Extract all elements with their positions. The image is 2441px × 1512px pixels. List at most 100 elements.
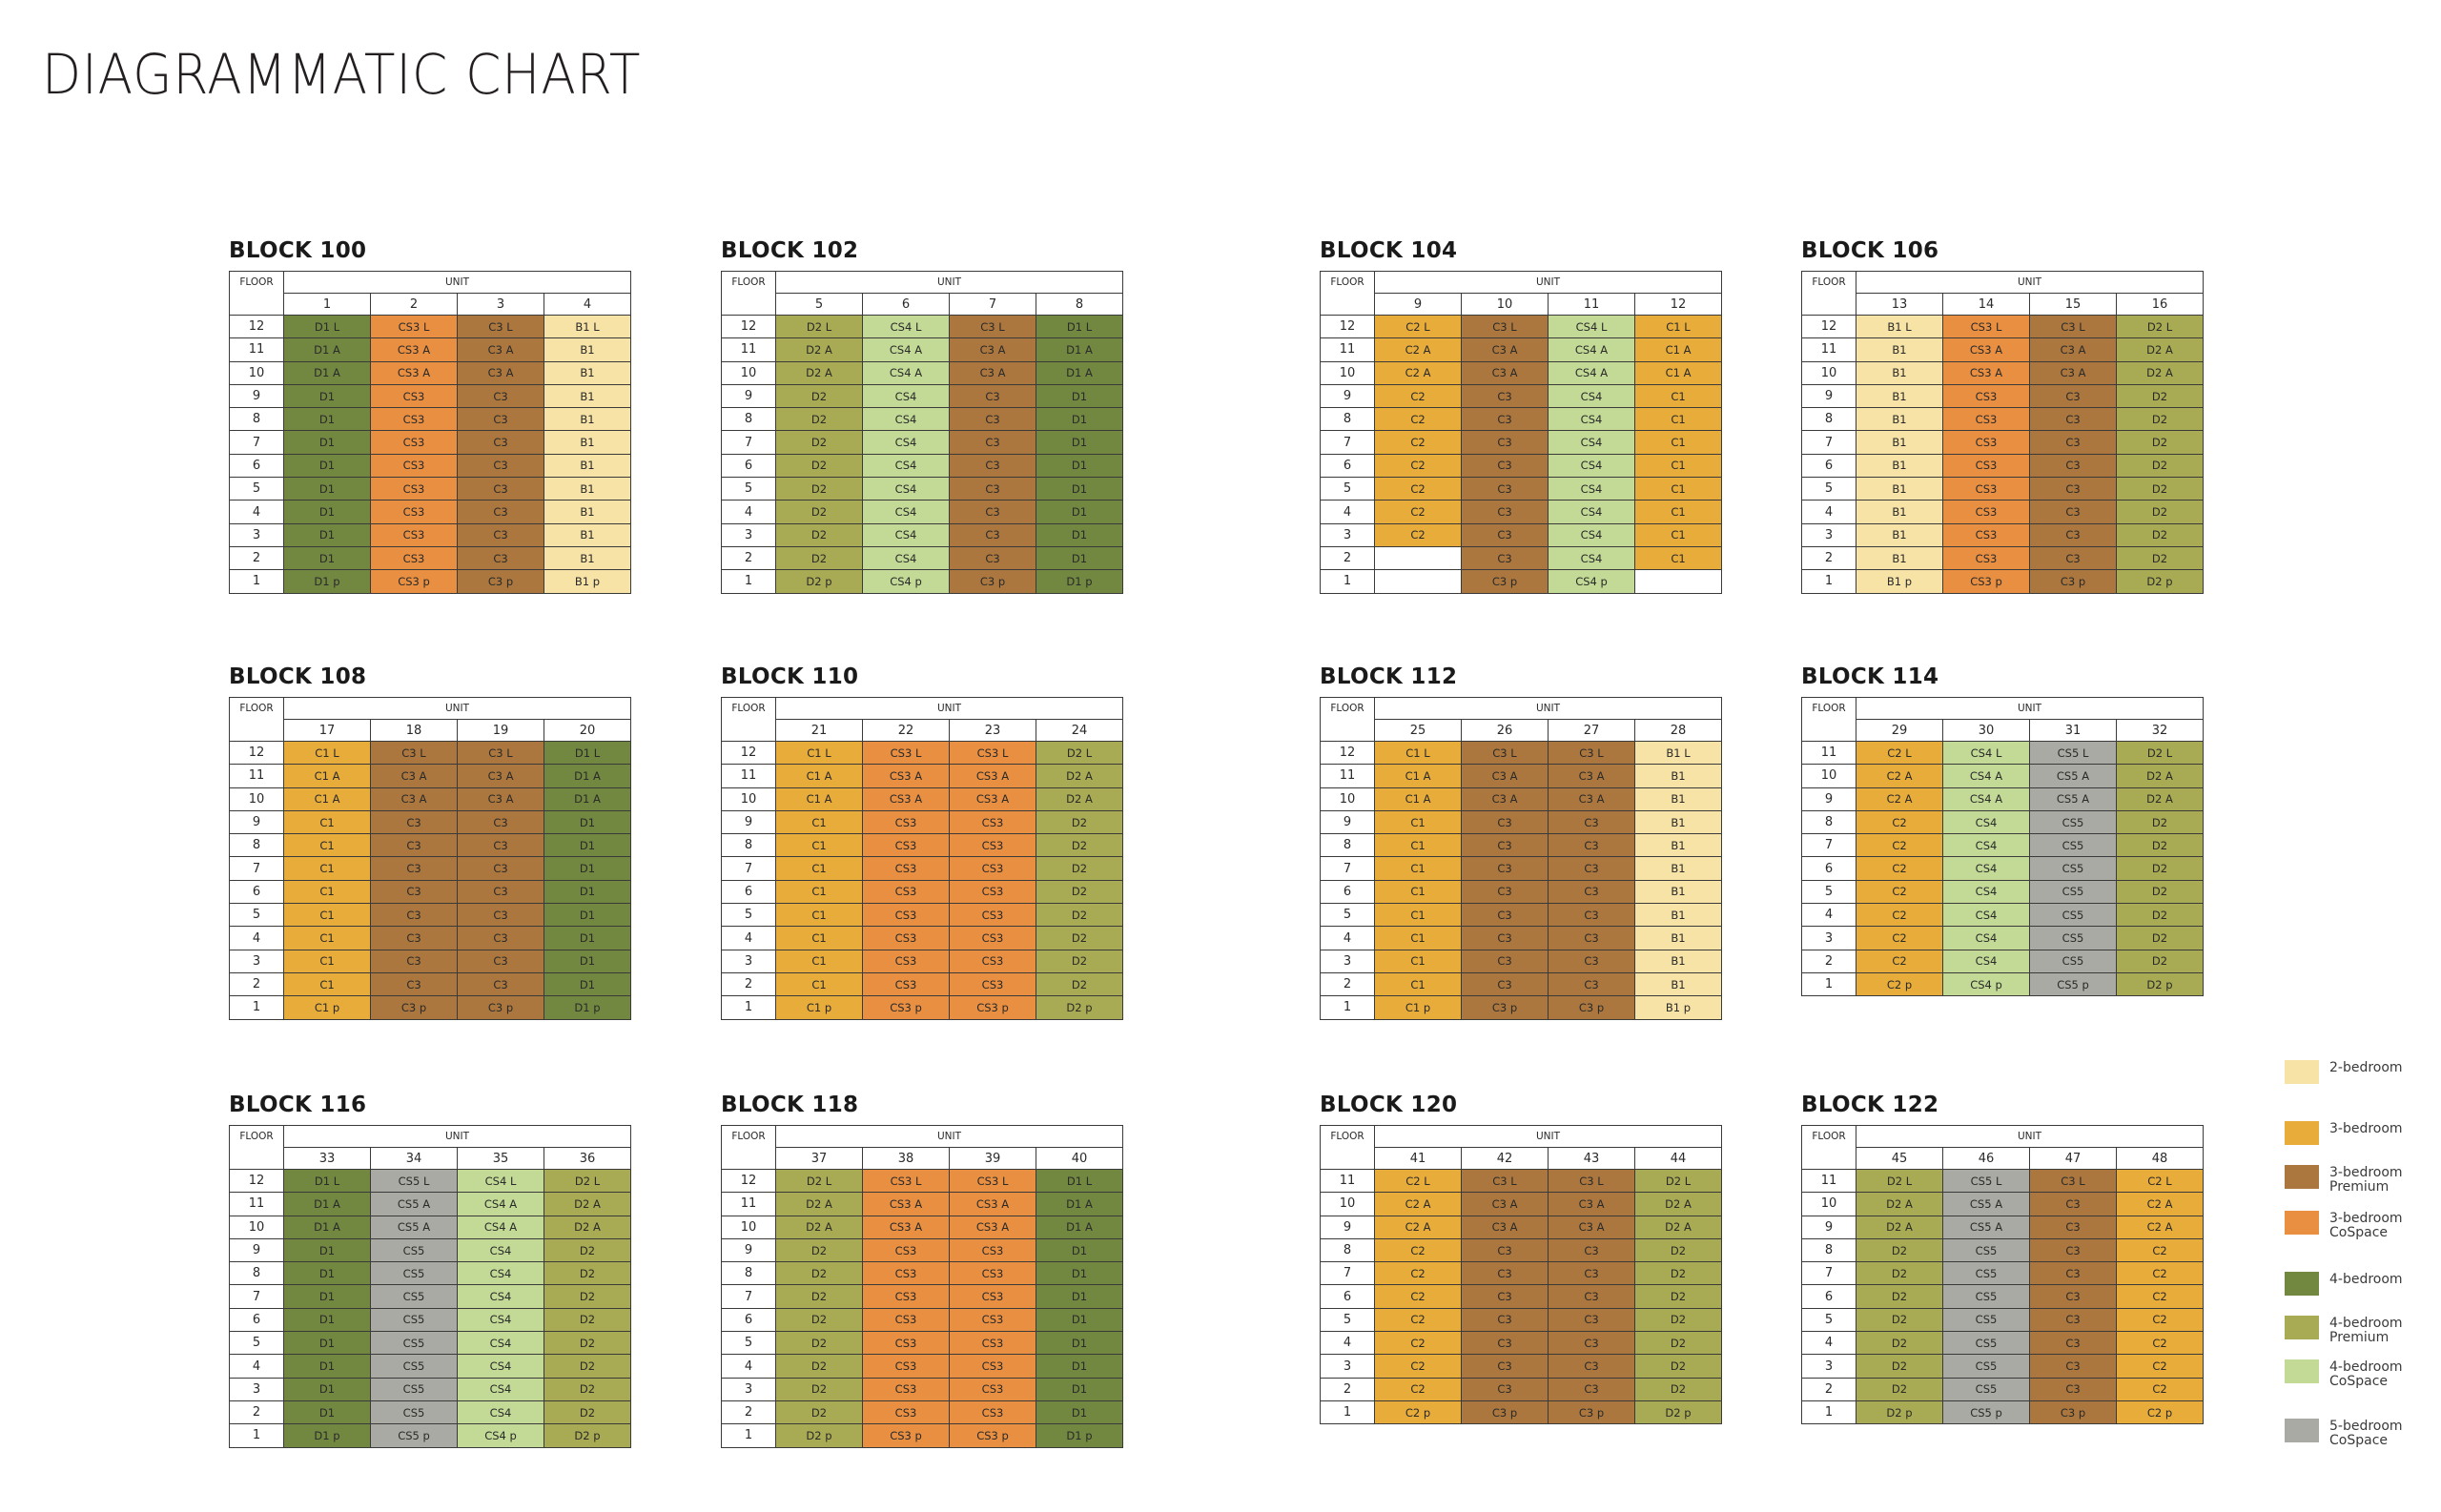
floor-row: 11 C2 L CS4 L CS5 L D2 L xyxy=(1801,740,2204,766)
floor-row: 4 C2 CS4 CS5 D2 xyxy=(1801,903,2204,928)
floor-row: 9 C1 C3 C3 B1 xyxy=(1320,809,1722,835)
floor-row: 1 D1 p CS5 p CS4 p D2 p xyxy=(229,1423,631,1448)
unit-type-cell: C3 xyxy=(457,407,544,432)
unit-type-cell: CS4 xyxy=(862,383,950,409)
floor-number: 2 xyxy=(1801,1377,1856,1401)
unit-type-cell: D1 A xyxy=(1036,1215,1123,1239)
floor-header: FLOOR xyxy=(1320,1125,1375,1170)
floor-row: 12 D2 L CS3 L CS3 L D1 L xyxy=(721,1168,1123,1194)
unit-type-cell: CS4 p xyxy=(1942,971,2030,997)
legend-label: 4-bedroom Premium xyxy=(2329,1316,2403,1345)
unit-type-cell: C2 A xyxy=(1856,764,1943,788)
unit-type-cell: CS3 xyxy=(370,500,458,524)
unit-type-cell: CS4 xyxy=(457,1377,544,1401)
floor-number: 11 xyxy=(1801,740,1856,766)
unit-type-cell: C1 xyxy=(1634,522,1722,547)
floor-row: 8 C1 C3 C3 D1 xyxy=(229,833,631,858)
floor-row: 11 C1 A C3 A C3 A D1 A xyxy=(229,764,631,788)
unit-type-cell: CS3 xyxy=(949,1237,1036,1263)
unit-type-cell: C3 p xyxy=(1548,1400,1635,1425)
unit-type-cell: C3 xyxy=(1461,1261,1549,1286)
floor-row: 3 D2 CS5 C3 C2 xyxy=(1801,1354,2204,1379)
unit-type-cell: C1 L xyxy=(1374,740,1462,766)
unit-type-cell: CS3 A xyxy=(949,1192,1036,1216)
unit-type-cell: D2 xyxy=(775,407,863,432)
unit-type-cell: D2 A xyxy=(1856,1215,1943,1239)
floor-number: 8 xyxy=(721,407,776,432)
floor-row: 9 C1 CS3 CS3 D2 xyxy=(721,809,1123,835)
unit-type-cell: C3 xyxy=(2029,500,2117,524)
unit-number: 2 xyxy=(370,293,458,316)
legend-item: 3-bedroom xyxy=(2285,1121,2428,1159)
unit-type-cell: D1 A xyxy=(544,787,631,811)
floor-number: 12 xyxy=(229,314,284,339)
unit-type-cell: C3 xyxy=(1548,949,1635,973)
floor-number: 9 xyxy=(1801,1215,1856,1239)
unit-type-cell: C3 xyxy=(1461,879,1549,905)
unit-type-cell: D2 xyxy=(1036,856,1123,881)
unit-type-cell: C1 A xyxy=(775,764,863,788)
unit-type-cell: D1 xyxy=(1036,453,1123,479)
floor-header: FLOOR xyxy=(721,271,776,316)
unit-type-cell: C1 xyxy=(1374,971,1462,997)
unit-number: 48 xyxy=(2116,1147,2204,1170)
floor-row: 1 C1 p C3 p C3 p D1 p xyxy=(229,995,631,1020)
unit-type-cell: CS3 xyxy=(862,1400,950,1425)
unit-table: FLOOR UNIT 33 34 35 36 12 D1 L CS5 L CS4 L D2 L 11 D… xyxy=(229,1125,631,1448)
unit-type-cell: C2 p xyxy=(2116,1400,2204,1425)
unit-type-cell: D1 xyxy=(283,477,371,501)
unit-type-cell: CS5 xyxy=(1942,1261,2030,1286)
unit-type-cell: D2 xyxy=(2116,500,2204,524)
unit-type-cell: C3 xyxy=(949,522,1036,547)
unit-type-cell: CS4 xyxy=(1548,500,1635,524)
unit-type-cell: D1 A xyxy=(283,1215,371,1239)
unit-type-cell: D2 xyxy=(2116,407,2204,432)
unit-type-cell: D1 A xyxy=(283,337,371,362)
floor-header: FLOOR xyxy=(721,697,776,742)
floor-number: 12 xyxy=(229,740,284,766)
unit-type-cell: C3 xyxy=(1461,383,1549,409)
unit-type-cell: C2 p xyxy=(1856,971,1943,997)
floor-row: 2 C3 CS4 C1 xyxy=(1320,545,1722,571)
unit-type-cell: C2 xyxy=(1374,1354,1462,1379)
unit-type-cell: D1 xyxy=(544,879,631,905)
floor-number: 4 xyxy=(229,926,284,950)
unit-type-cell: C2 xyxy=(1374,430,1462,455)
unit-type-cell: D2 A xyxy=(544,1192,631,1216)
unit-type-cell: C3 A xyxy=(2029,360,2117,385)
floor-number: 6 xyxy=(1801,856,1856,881)
floor-row: 4 D2 CS3 CS3 D1 xyxy=(721,1354,1123,1379)
unit-type-cell: C3 xyxy=(1461,407,1549,432)
unit-type-cell: C2 A xyxy=(1856,787,1943,811)
floor-row: 10 C1 A C3 A C3 A B1 xyxy=(1320,787,1722,811)
floor-number: 10 xyxy=(229,787,284,811)
unit-type-cell: D1 xyxy=(283,453,371,479)
floor-row: 12 D1 L CS3 L C3 L B1 L xyxy=(229,314,631,339)
unit-type-cell: D1 xyxy=(544,949,631,973)
unit-type-cell: CS3 xyxy=(370,407,458,432)
unit-type-cell: C2 xyxy=(1374,453,1462,479)
unit-type-cell: D2 xyxy=(775,1400,863,1425)
floor-row: 2 C2 C3 C3 D2 xyxy=(1320,1377,1722,1401)
unit-type-cell: CS4 xyxy=(1548,477,1635,501)
unit-number: 11 xyxy=(1548,293,1635,316)
unit-type-cell: B1 xyxy=(1856,407,1943,432)
floor-row: 1 C2 p CS4 p CS5 p D2 p xyxy=(1801,971,2204,997)
unit-type-cell: D2 xyxy=(2116,879,2204,905)
legend-item: 4-bedroom xyxy=(2285,1272,2428,1310)
unit-type-cell: C1 xyxy=(775,833,863,858)
unit-type-cell: B1 xyxy=(1634,764,1722,788)
floor-number: 11 xyxy=(1320,764,1375,788)
unit-type-cell: C3 xyxy=(1461,809,1549,835)
unit-type-cell: C3 xyxy=(1548,1261,1635,1286)
unit-type-cell: CS3 xyxy=(370,522,458,547)
unit-type-cell: C3 A xyxy=(370,787,458,811)
floor-number: 3 xyxy=(1801,522,1856,547)
unit-type-cell: B1 xyxy=(1856,383,1943,409)
unit-type-cell: B1 xyxy=(544,383,631,409)
unit-type-cell: CS5 p xyxy=(370,1423,458,1448)
unit-type-cell: B1 p xyxy=(1856,569,1943,594)
unit-type-cell: D1 xyxy=(283,1307,371,1333)
floor-number: 12 xyxy=(1320,740,1375,766)
unit-type-cell: CS4 A xyxy=(457,1192,544,1216)
